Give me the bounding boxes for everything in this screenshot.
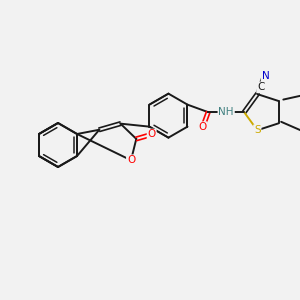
Text: S: S [254,125,261,135]
Text: O: O [148,130,156,140]
Text: NH: NH [218,107,234,117]
Text: O: O [199,122,207,132]
Text: C: C [257,82,264,92]
Text: O: O [127,155,135,165]
Text: N: N [262,71,269,81]
